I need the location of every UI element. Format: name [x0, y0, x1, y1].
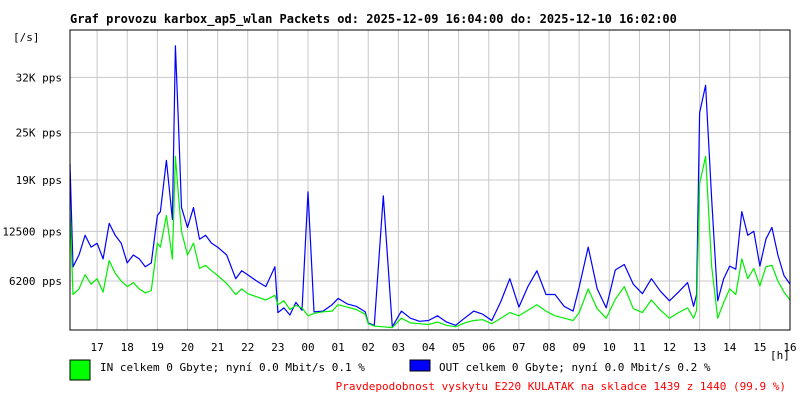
x-tick-label: 08 — [542, 341, 555, 354]
plot-frame — [69, 29, 791, 331]
x-tick-label: 22 — [241, 341, 254, 354]
grid-lines — [70, 30, 791, 330]
x-tick-label: 10 — [603, 341, 616, 354]
x-tick-label: 09 — [572, 341, 585, 354]
x-tick-label: 14 — [723, 341, 737, 354]
chart-title: Graf provozu karbox_ap5_wlan Packets od:… — [70, 12, 677, 27]
x-tick-label: 20 — [181, 341, 194, 354]
x-tick-label: 06 — [482, 341, 495, 354]
x-tick-label: 19 — [151, 341, 164, 354]
x-tick-label: 15 — [753, 341, 766, 354]
x-tick-labels: 17 18 19 20 21 22 23 00 01 02 03 04 05 06 07 08 09 10 11 12… — [90, 341, 796, 354]
x-tick-label: 04 — [422, 341, 436, 354]
y-tick-label: 19K pps — [16, 174, 62, 187]
x-tick-label: 18 — [121, 341, 134, 354]
x-tick-label: 12 — [663, 341, 676, 354]
legend: IN celkem 0 Gbyte; nyní 0.0 Mbit/s 0.1 %… — [69, 359, 711, 381]
y-tick-label: 32K pps — [16, 71, 62, 84]
x-tick-label: 16 — [783, 341, 796, 354]
x-tick-label: 23 — [271, 341, 284, 354]
x-tick-label: 17 — [90, 341, 103, 354]
x-tick-label: 00 — [301, 341, 314, 354]
y-tick-label: 12500 pps — [2, 225, 62, 238]
x-tick-label: 05 — [452, 341, 465, 354]
x-axis-unit: [h] — [770, 349, 790, 362]
legend-out-text: OUT celkem 0 Gbyte; nyní 0.0 Mbit/s 0.2 … — [439, 361, 711, 374]
y-tick-label: 6200 pps — [9, 275, 62, 288]
y-tick-labels: 6200 pps 12500 pps 19K pps 25K pps 32K pps — [2, 71, 62, 288]
legend-in-text: IN celkem 0 Gbyte; nyní 0.0 Mbit/s 0.1 % — [100, 361, 365, 374]
y-axis-unit: [/s] — [13, 31, 40, 44]
x-tick-label: 11 — [633, 341, 646, 354]
warning-text: Pravdepodobnost vyskytu E220 KULATAK na … — [336, 380, 786, 393]
legend-out-swatch — [409, 359, 431, 372]
x-tick-label: 02 — [362, 341, 375, 354]
series-layer — [69, 45, 791, 329]
x-tick-label: 01 — [331, 341, 344, 354]
y-tick-label: 25K pps — [16, 127, 62, 140]
x-tick-label: 03 — [392, 341, 405, 354]
series-in-line — [69, 155, 791, 329]
legend-in-swatch — [69, 359, 91, 381]
x-tick-label: 07 — [512, 341, 525, 354]
x-tick-label: 21 — [211, 341, 224, 354]
x-tick-label: 13 — [693, 341, 706, 354]
